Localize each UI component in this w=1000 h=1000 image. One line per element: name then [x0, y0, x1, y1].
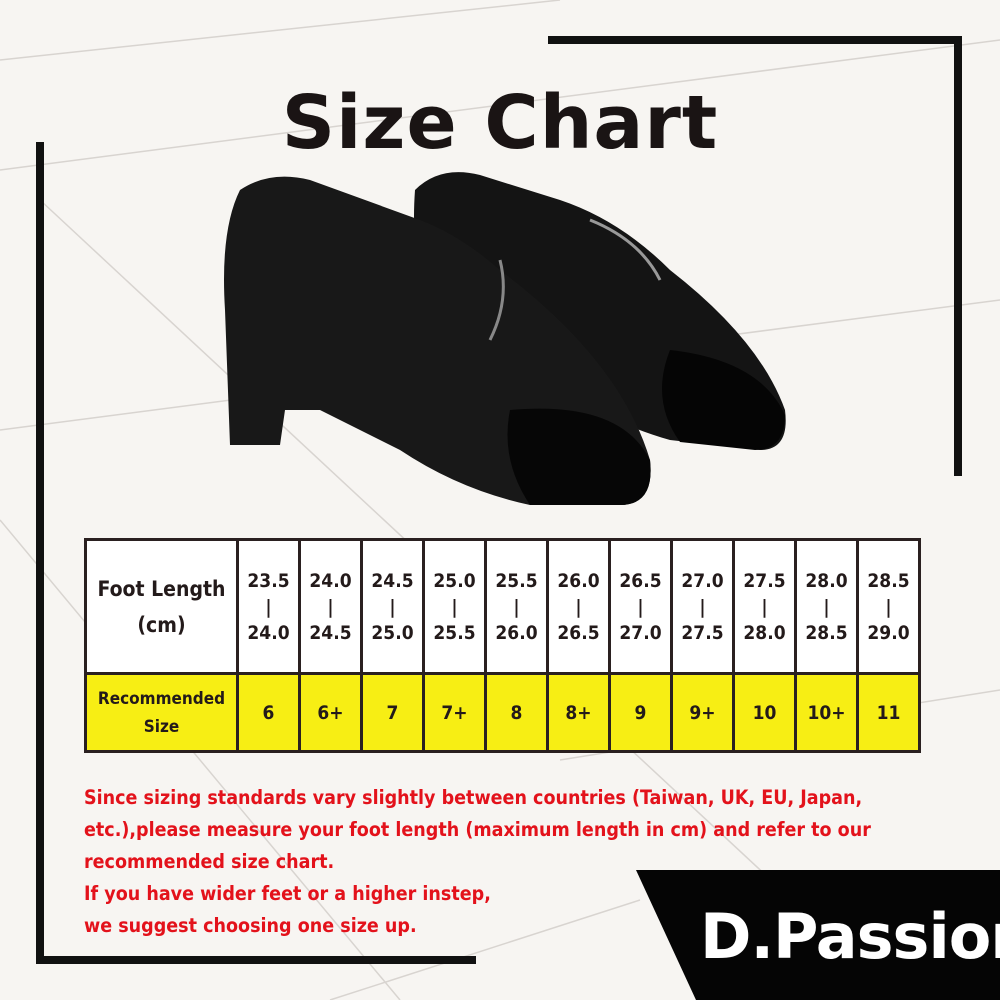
size-cell: 9: [608, 672, 673, 753]
range-end: 27.0: [619, 621, 662, 644]
note-line: If you have wider feet or a higher inste…: [84, 882, 491, 905]
range-separator: |: [265, 595, 272, 618]
header-line: Foot Length: [97, 576, 226, 601]
range-end: 25.5: [433, 621, 476, 644]
foot-length-cell: 25.5 | 26.0: [484, 538, 549, 675]
shoe-image: [224, 172, 786, 505]
range-separator: |: [451, 595, 458, 618]
size-cell: 9+: [670, 672, 735, 753]
header-line: (cm): [137, 612, 186, 637]
size-cell: 11: [856, 672, 921, 753]
range-separator: |: [513, 595, 520, 618]
foot-length-cell: 25.0 | 25.5: [422, 538, 487, 675]
size-cell: 8: [484, 672, 549, 753]
range-start: 26.5: [619, 569, 662, 592]
range-start: 25.0: [433, 569, 476, 592]
range-separator: |: [699, 595, 706, 618]
foot-length-cell: 26.5 | 27.0: [608, 538, 673, 675]
range-separator: |: [823, 595, 830, 618]
size-cell: 7+: [422, 672, 487, 753]
range-start: 23.5: [247, 569, 290, 592]
size-cell: 8+: [546, 672, 611, 753]
range-end: 25.0: [371, 621, 414, 644]
foot-length-cell: 28.5 | 29.0: [856, 538, 921, 675]
range-separator: |: [575, 595, 582, 618]
range-separator: |: [389, 595, 396, 618]
size-cell: 7: [360, 672, 425, 753]
range-start: 25.5: [495, 569, 538, 592]
range-end: 26.0: [495, 621, 538, 644]
size-cell: 6: [236, 672, 301, 753]
header-line: Size: [143, 716, 180, 737]
range-start: 27.0: [681, 569, 724, 592]
size-chart-table: Foot Length (cm) 23.5 | 24.0 24.0 | 24.5 24.5 | 2…: [84, 538, 921, 753]
recommended-size-row: Recommended Size 6 6+ 7 7+ 8 8+ 9 9+ 10 10+ 11: [84, 672, 921, 753]
size-cell: 10+: [794, 672, 859, 753]
header-line: Recommended: [97, 688, 226, 709]
frame-bottom-left: [36, 142, 476, 964]
foot-length-cell: 28.0 | 28.5: [794, 538, 859, 675]
foot-length-header: Foot Length (cm): [84, 538, 239, 675]
range-end: 26.5: [557, 621, 600, 644]
range-end: 24.0: [247, 621, 290, 644]
foot-length-cell: 23.5 | 24.0: [236, 538, 301, 675]
logo-banner: [636, 870, 1000, 1000]
brand-logo: D.Passion: [700, 900, 1000, 973]
foot-length-cell: 24.0 | 24.5: [298, 538, 363, 675]
foot-length-row: Foot Length (cm) 23.5 | 24.0 24.0 | 24.5 24.5 | 2…: [84, 538, 921, 675]
foot-length-cell: 27.5 | 28.0: [732, 538, 797, 675]
page-title: Size Chart: [281, 80, 719, 166]
range-separator: |: [885, 595, 892, 618]
size-cell: 10: [732, 672, 797, 753]
range-start: 28.5: [867, 569, 910, 592]
range-separator: |: [327, 595, 334, 618]
foot-length-cell: 26.0 | 26.5: [546, 538, 611, 675]
sizing-note: Since sizing standards vary slightly bet…: [84, 782, 964, 942]
range-start: 24.0: [309, 569, 352, 592]
range-start: 27.5: [743, 569, 786, 592]
foot-length-cell: 27.0 | 27.5: [670, 538, 735, 675]
foot-length-cell: 24.5 | 25.0: [360, 538, 425, 675]
range-end: 28.0: [743, 621, 786, 644]
range-separator: |: [761, 595, 768, 618]
frame-top-right: [548, 36, 962, 476]
range-end: 27.5: [681, 621, 724, 644]
range-start: 26.0: [557, 569, 600, 592]
range-end: 29.0: [867, 621, 910, 644]
range-end: 24.5: [309, 621, 352, 644]
range-start: 28.0: [805, 569, 848, 592]
range-start: 24.5: [371, 569, 414, 592]
range-separator: |: [637, 595, 644, 618]
note-line: Since sizing standards vary slightly bet…: [84, 786, 871, 873]
recommended-size-header: Recommended Size: [84, 672, 239, 753]
size-cell: 6+: [298, 672, 363, 753]
note-line: we suggest choosing one size up.: [84, 914, 417, 937]
range-end: 28.5: [805, 621, 848, 644]
